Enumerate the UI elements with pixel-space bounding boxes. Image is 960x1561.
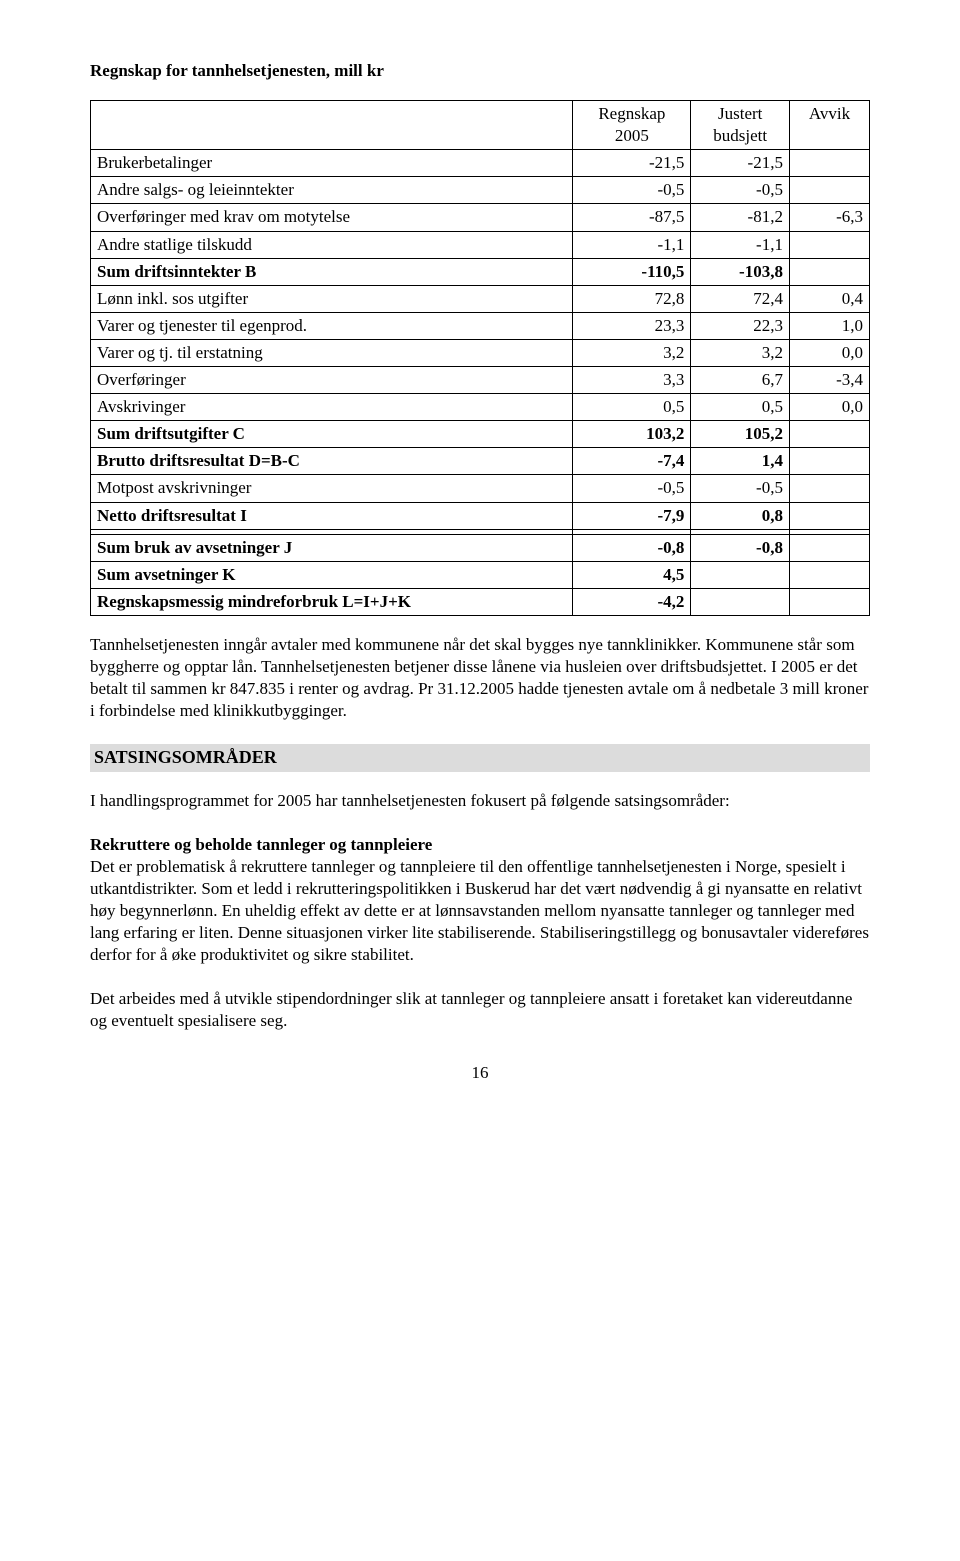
- row-label: Motpost avskrivninger: [91, 475, 573, 502]
- row-value: [789, 561, 869, 588]
- row-value: -6,3: [789, 204, 869, 231]
- row-value: -0,5: [573, 475, 691, 502]
- row-value: 72,8: [573, 285, 691, 312]
- table-row: Sum avsetninger K4,5: [91, 561, 870, 588]
- table-row: Sum driftsutgifter C103,2105,2: [91, 421, 870, 448]
- sub-heading: Rekruttere og beholde tannleger og tannp…: [90, 835, 432, 854]
- row-value: -0,8: [691, 534, 790, 561]
- row-label: Brutto driftsresultat D=B-C: [91, 448, 573, 475]
- row-label: Varer og tjenester til egenprod.: [91, 312, 573, 339]
- row-label: Overføringer: [91, 367, 573, 394]
- table-row: Overføringer3,36,7-3,4: [91, 367, 870, 394]
- row-label: Brukerbetalinger: [91, 150, 573, 177]
- row-value: [789, 150, 869, 177]
- row-value: 0,4: [789, 285, 869, 312]
- row-label: Varer og tj. til erstatning: [91, 339, 573, 366]
- row-value: -103,8: [691, 258, 790, 285]
- paragraph-3: Det er problematisk å rekruttere tannleg…: [90, 857, 869, 964]
- row-value: -21,5: [691, 150, 790, 177]
- row-label: Sum avsetninger K: [91, 561, 573, 588]
- page-title: Regnskap for tannhelsetjenesten, mill kr: [90, 60, 870, 82]
- row-label: Sum bruk av avsetninger J: [91, 534, 573, 561]
- row-value: [789, 177, 869, 204]
- row-value: 3,2: [691, 339, 790, 366]
- row-value: 22,3: [691, 312, 790, 339]
- financial-table: Regnskap2005JustertbudsjettAvvikBrukerbe…: [90, 100, 870, 616]
- row-label: Netto driftsresultat I: [91, 502, 573, 529]
- row-value: 0,0: [789, 339, 869, 366]
- row-value: -21,5: [573, 150, 691, 177]
- row-value: 0,0: [789, 394, 869, 421]
- row-value: 3,3: [573, 367, 691, 394]
- page-number: 16: [90, 1062, 870, 1084]
- row-value: [789, 231, 869, 258]
- row-label: Regnskapsmessig mindreforbruk L=I+J+K: [91, 588, 573, 615]
- row-value: 0,5: [573, 394, 691, 421]
- table-row: Sum bruk av avsetninger J-0,8-0,8: [91, 534, 870, 561]
- row-value: -87,5: [573, 204, 691, 231]
- table-row: Motpost avskrivninger-0,5-0,5: [91, 475, 870, 502]
- row-value: -110,5: [573, 258, 691, 285]
- table-row: Regnskapsmessig mindreforbruk L=I+J+K-4,…: [91, 588, 870, 615]
- row-value: 103,2: [573, 421, 691, 448]
- row-label: Avskrivinger: [91, 394, 573, 421]
- row-value: -0,8: [573, 534, 691, 561]
- row-value: [789, 534, 869, 561]
- table-row: Sum driftsinntekter B-110,5-103,8: [91, 258, 870, 285]
- row-value: 105,2: [691, 421, 790, 448]
- row-label: Sum driftsutgifter C: [91, 421, 573, 448]
- row-value: 6,7: [691, 367, 790, 394]
- row-value: -1,1: [691, 231, 790, 258]
- row-value: [789, 588, 869, 615]
- row-value: -1,1: [573, 231, 691, 258]
- section-heading: SATSINGSOMRÅDER: [90, 744, 870, 771]
- row-value: [789, 502, 869, 529]
- table-row: Avskrivinger0,50,50,0: [91, 394, 870, 421]
- table-row: Brutto driftsresultat D=B-C-7,41,4: [91, 448, 870, 475]
- row-value: -81,2: [691, 204, 790, 231]
- row-value: [691, 588, 790, 615]
- row-value: -7,4: [573, 448, 691, 475]
- row-value: 0,8: [691, 502, 790, 529]
- row-value: [691, 561, 790, 588]
- col-header-regnskap: Regnskap2005: [573, 101, 691, 150]
- table-row: Andre statlige tilskudd-1,1-1,1: [91, 231, 870, 258]
- table-row: Brukerbetalinger-21,5-21,5: [91, 150, 870, 177]
- paragraph-2: I handlingsprogrammet for 2005 har tannh…: [90, 790, 870, 812]
- table-row: Overføringer med krav om motytelse-87,5-…: [91, 204, 870, 231]
- row-label: Lønn inkl. sos utgifter: [91, 285, 573, 312]
- row-value: [789, 421, 869, 448]
- paragraph-4: Det arbeides med å utvikle stipendordnin…: [90, 988, 870, 1032]
- row-label: Sum driftsinntekter B: [91, 258, 573, 285]
- row-value: 23,3: [573, 312, 691, 339]
- row-value: -7,9: [573, 502, 691, 529]
- row-label: Overføringer med krav om motytelse: [91, 204, 573, 231]
- row-label: Andre statlige tilskudd: [91, 231, 573, 258]
- table-row: Andre salgs- og leieinntekter-0,5-0,5: [91, 177, 870, 204]
- row-value: [789, 448, 869, 475]
- row-value: [789, 475, 869, 502]
- table-row: Varer og tj. til erstatning3,23,20,0: [91, 339, 870, 366]
- row-value: -3,4: [789, 367, 869, 394]
- row-value: 1,0: [789, 312, 869, 339]
- row-value: -0,5: [573, 177, 691, 204]
- table-row: Varer og tjenester til egenprod.23,322,3…: [91, 312, 870, 339]
- row-value: 4,5: [573, 561, 691, 588]
- row-value: 1,4: [691, 448, 790, 475]
- table-row: Netto driftsresultat I-7,90,8: [91, 502, 870, 529]
- row-value: -0,5: [691, 177, 790, 204]
- paragraph-3-block: Rekruttere og beholde tannleger og tannp…: [90, 834, 870, 967]
- col-header-label: [91, 101, 573, 150]
- row-label: Andre salgs- og leieinntekter: [91, 177, 573, 204]
- row-value: -0,5: [691, 475, 790, 502]
- row-value: [789, 258, 869, 285]
- col-header-avvik: Avvik: [789, 101, 869, 150]
- row-value: -4,2: [573, 588, 691, 615]
- row-value: 72,4: [691, 285, 790, 312]
- col-header-justert: Justertbudsjett: [691, 101, 790, 150]
- table-row: Lønn inkl. sos utgifter72,872,40,4: [91, 285, 870, 312]
- row-value: 0,5: [691, 394, 790, 421]
- row-value: 3,2: [573, 339, 691, 366]
- paragraph-1: Tannhelsetjenesten inngår avtaler med ko…: [90, 634, 870, 722]
